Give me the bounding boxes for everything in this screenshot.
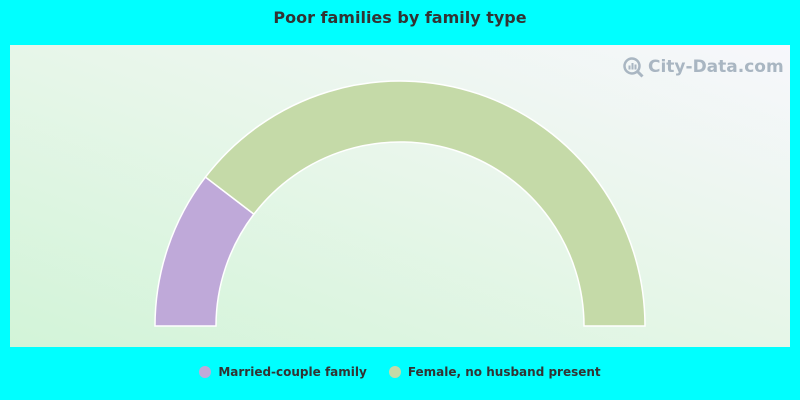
legend-label-married: Married-couple family — [218, 365, 367, 379]
legend-label-female: Female, no husband present — [407, 365, 601, 379]
gauge-segment-female-no-husband — [204, 80, 646, 327]
watermark-text: City-Data.com — [648, 57, 784, 77]
legend-swatch-female — [388, 366, 401, 378]
legend-swatch-married — [199, 366, 212, 378]
legend-item-married: Married-couple family — [199, 365, 367, 379]
legend-item-female: Female, no husband present — [388, 365, 601, 379]
chart-title: Poor families by family type — [273, 8, 527, 27]
legend: Married-couple family Female, no husband… — [0, 365, 800, 379]
magnifier-icon — [623, 57, 644, 78]
watermark: City-Data.com — [622, 55, 784, 79]
